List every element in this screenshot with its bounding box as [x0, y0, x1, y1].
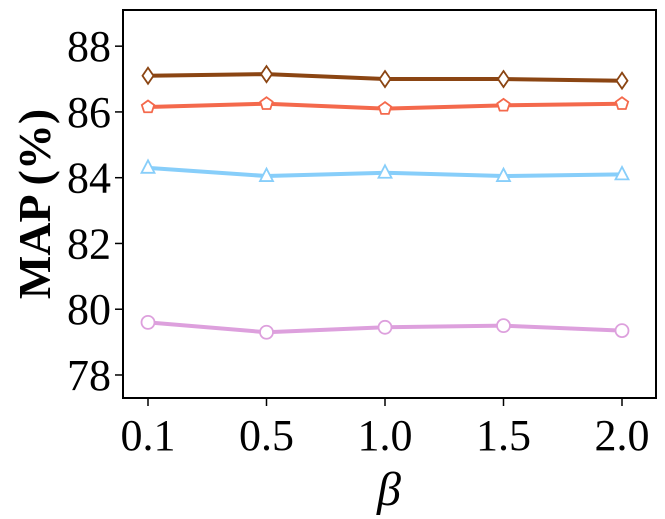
pentagon-marker: [614, 96, 630, 110]
triangle-marker: [614, 164, 630, 181]
series-triangle: [140, 158, 630, 182]
diamond-marker: [141, 66, 155, 86]
x-tick-label: 1.0: [358, 411, 413, 460]
x-axis-label: β: [376, 463, 401, 516]
y-tick-label: 80: [67, 285, 111, 334]
y-tick-label: 88: [67, 22, 111, 71]
series-layer: [140, 64, 630, 340]
x-tick-label: 0.5: [239, 411, 294, 460]
diamond-marker: [378, 69, 392, 89]
y-tick-label: 84: [67, 154, 111, 203]
y-tick-label: 78: [67, 351, 111, 400]
triangle-marker: [258, 166, 275, 182]
diamond-marker: [259, 64, 274, 84]
triangle-marker: [140, 158, 156, 174]
series-diamond: [141, 64, 629, 91]
x-axis-ticks: 0.1 0.5 1.0 1.5 2.0: [121, 398, 650, 460]
circle-marker: [259, 324, 274, 340]
diamond-marker: [496, 69, 511, 89]
x-tick-label: 1.5: [476, 411, 531, 460]
circle-marker: [496, 318, 511, 334]
diamond-marker: [615, 71, 629, 91]
x-tick-label: 0.1: [121, 411, 176, 460]
y-axis-ticks: 78 80 82 84 86 88: [67, 22, 123, 400]
circle-marker: [614, 323, 630, 338]
pentagon-marker: [140, 99, 156, 114]
y-tick-label: 82: [67, 219, 111, 268]
x-tick-label: 2.0: [595, 411, 650, 460]
circle-marker: [377, 319, 393, 335]
series-circle: [140, 314, 630, 340]
pentagon-marker: [496, 97, 511, 112]
pentagon-marker: [259, 96, 274, 110]
y-axis-label: MAP (%): [9, 109, 60, 299]
pentagon-marker: [377, 101, 393, 115]
y-tick-label: 86: [67, 88, 111, 137]
triangle-marker: [495, 166, 512, 182]
circle-marker: [140, 314, 156, 330]
triangle-marker: [377, 163, 393, 179]
plot-frame: [122, 9, 657, 399]
series-pentagon: [140, 96, 630, 115]
